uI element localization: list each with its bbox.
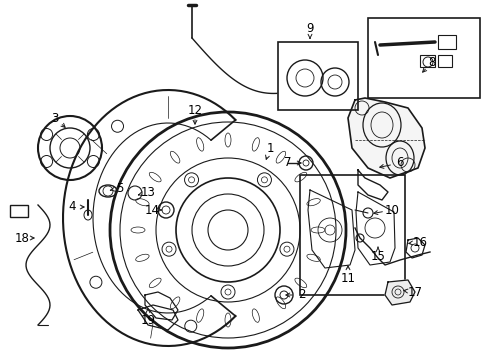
Text: 6: 6	[396, 157, 404, 170]
Text: 10: 10	[385, 203, 399, 216]
Bar	[438, 55, 452, 67]
Bar	[438, 35, 456, 49]
Bar	[278, 42, 358, 110]
Text: 18: 18	[15, 231, 29, 244]
Bar	[10, 205, 28, 217]
Text: 8: 8	[428, 55, 436, 68]
Text: 5: 5	[116, 181, 123, 194]
Bar	[300, 175, 405, 295]
Text: 2: 2	[298, 288, 306, 302]
Text: 19: 19	[141, 314, 155, 327]
Text: 1: 1	[266, 141, 274, 154]
Text: 14: 14	[145, 203, 160, 216]
Text: 12: 12	[188, 104, 202, 117]
Text: 4: 4	[68, 201, 76, 213]
Bar	[368, 18, 480, 98]
Text: 16: 16	[413, 235, 427, 248]
Bar	[420, 55, 435, 67]
Text: 3: 3	[51, 112, 59, 125]
Text: 11: 11	[341, 271, 356, 284]
Text: 13: 13	[141, 185, 155, 198]
Polygon shape	[348, 98, 425, 178]
Text: 7: 7	[284, 157, 292, 170]
Text: 17: 17	[408, 285, 422, 298]
Text: 15: 15	[370, 251, 386, 264]
Text: 9: 9	[306, 22, 314, 35]
Polygon shape	[385, 280, 415, 305]
